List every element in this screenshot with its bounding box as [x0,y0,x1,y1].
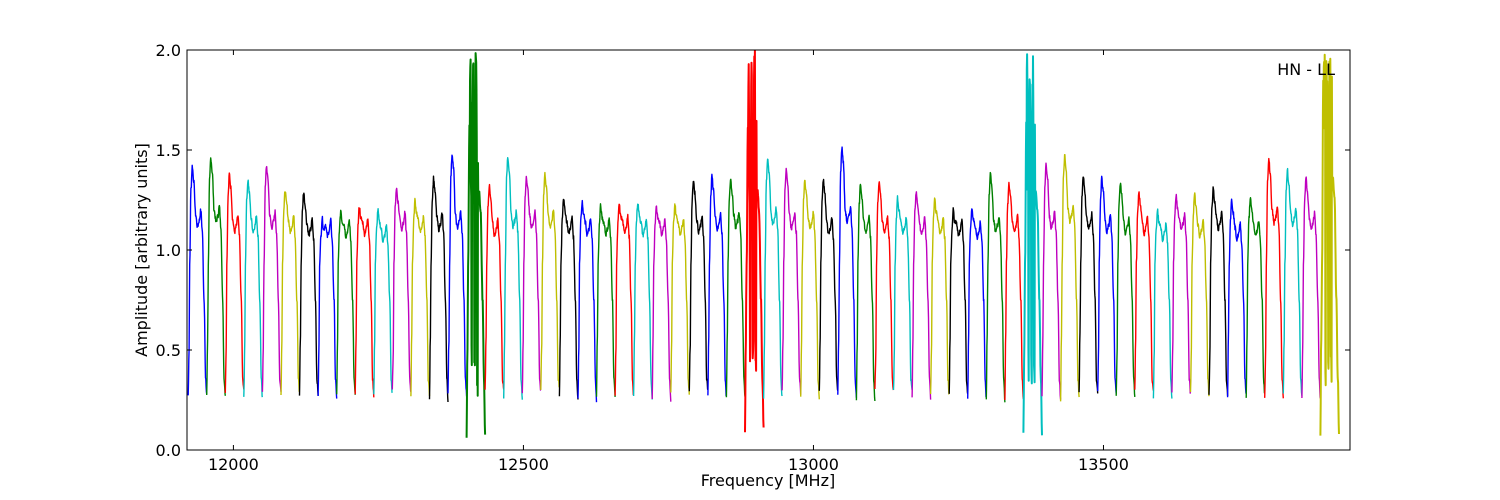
band-series-line [1078,176,1099,394]
band-series-line [1208,186,1229,396]
band-series-line [855,183,876,402]
band-series-line [800,179,820,400]
band-series-line [243,179,264,398]
band-series-line [837,146,858,398]
band-series-line [1134,191,1155,391]
band-series-line [874,181,895,391]
band-series-line [670,203,690,395]
band-series-line [1301,176,1322,399]
band-series-line [688,180,709,392]
band-series-line [911,191,932,400]
band-series-line [781,167,802,395]
band-series-line [354,207,375,398]
band-series-line [1245,196,1266,398]
band-series-line [391,187,412,393]
band-series-line [206,157,226,396]
band-series-line [1041,162,1062,400]
band-series-line [1264,157,1284,399]
band-series-line [261,165,282,392]
band-series-line [280,191,301,396]
band-series-line [1319,53,1340,436]
band-series-line [1022,53,1043,436]
y-tick-label: 1.5 [156,141,181,160]
band-series-line [725,178,746,398]
y-tick-label: 0.0 [156,441,181,460]
band-series-line [1004,181,1025,401]
band-series-line [632,203,653,400]
band-series-line [948,207,969,395]
band-series-line [929,197,950,395]
band-series-line [336,209,356,395]
band-series-line [707,173,728,397]
band-series-line [595,203,616,397]
x-tick-label: 12500 [498,455,549,474]
band-series-line [298,192,319,396]
band-series-line [1059,153,1080,402]
band-series-line [521,175,542,394]
band-series-line [818,178,839,391]
series-layer [187,50,1340,438]
plot-area [187,50,1350,450]
x-tick-label: 13500 [1078,455,1129,474]
x-tick-label: 13000 [788,455,839,474]
band-series-line [484,183,505,390]
band-series-line [985,171,1006,403]
y-tick-label: 0.5 [156,341,181,360]
x-tick-label: 12000 [208,455,259,474]
band-series-line [1097,175,1117,394]
band-series-line [1115,182,1136,397]
band-series-line [187,164,208,396]
band-series-line [967,208,987,399]
band-series-line [1282,167,1303,396]
band-series-line [1171,193,1192,394]
band-series-line [558,198,579,400]
band-series-line [651,205,672,402]
band-series-line [1189,192,1210,397]
band-series-line [410,197,431,397]
y-axis-label: Amplitude [arbitrary units] [132,143,151,357]
x-axis-label: Frequency [MHz] [701,471,835,490]
band-series-line [540,171,561,390]
band-series-line [465,52,487,438]
band-series-line [762,158,783,399]
band-series-line [1226,198,1247,398]
band-series-line [577,199,598,403]
band-series-line [224,172,245,394]
band-series-line [373,207,393,395]
band-series-line [614,203,635,396]
band-series-line [744,50,765,433]
y-tick-label: 2.0 [156,41,181,60]
plot-annotation: HN - LL [1277,60,1335,79]
band-series-line [892,195,913,391]
band-series-line [447,154,468,397]
band-series-line [1152,208,1173,399]
y-tick-label: 1.0 [156,241,181,260]
band-series-line [317,215,338,399]
ticks-layer: 12000 12500 13000 13500 0.0 0.5 1.0 1.5 2.0 [156,41,1350,474]
band-series-line [503,156,523,400]
band-series-line [428,175,449,403]
